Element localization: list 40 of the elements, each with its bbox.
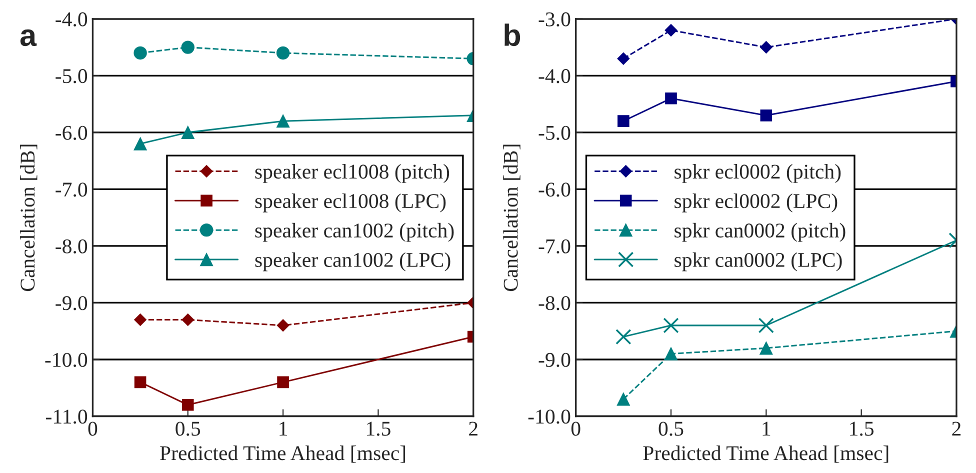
x-tick-label: 1 <box>280 422 287 436</box>
x-axis-title: Predicted Time Ahead [msec] <box>160 446 406 463</box>
x-tick-label: 0.5 <box>176 422 200 436</box>
chart-title: a <box>20 29 37 46</box>
x-tick-label: 1.5 <box>367 422 390 436</box>
y-tick-label: -11.0 <box>46 410 88 424</box>
y-tick-label: -4.0 <box>538 69 570 84</box>
legend-label: speaker ecl1008 (pitch) <box>255 164 450 183</box>
y-tick-label: -3.0 <box>538 12 570 26</box>
y-tick-label: -8.0 <box>56 239 88 254</box>
x-tick-label: 1.5 <box>850 422 874 436</box>
x-tick-label: 1 <box>762 422 770 436</box>
y-tick-label: -6.0 <box>56 126 88 140</box>
y-tick-label: -5.0 <box>538 126 570 140</box>
y-tick-label: -7.0 <box>56 182 88 197</box>
legend-label: spkr can0002 (LPC) <box>674 252 842 272</box>
y-tick-label: -10.0 <box>528 410 570 424</box>
x-tick-label: 0 <box>88 422 98 436</box>
x-tick-label: 0.5 <box>658 422 684 436</box>
y-tick-label: -9.0 <box>56 296 88 310</box>
legend-label: spkr ecl0002 (LPC) <box>674 193 838 212</box>
y-tick-label: -5.0 <box>56 69 88 84</box>
y-tick-label: -4.0 <box>56 12 88 26</box>
chart-title: b <box>504 24 520 46</box>
x-tick-label: 2 <box>469 422 478 436</box>
legend-label: spkr ecl0002 (pitch) <box>674 164 841 183</box>
legend-label: speaker ecl1008 (LPC) <box>255 193 446 212</box>
y-axis-title: Cancellation [dB] <box>503 144 520 292</box>
y-tick-label: -9.0 <box>538 352 570 368</box>
legend-label: speaker can1002 (LPC) <box>255 252 450 272</box>
y-tick-label: -7.0 <box>538 239 570 254</box>
x-tick-label: 2 <box>952 422 961 436</box>
y-axis-title: Cancellation [dB] <box>20 144 38 292</box>
legend-label: speaker can1002 (pitch) <box>255 222 454 242</box>
y-tick-label: -8.0 <box>538 296 570 310</box>
x-axis-title: Predicted Time Ahead [msec] <box>643 446 888 463</box>
legend-label: spkr can0002 (pitch) <box>674 222 846 242</box>
y-tick-label: -10.0 <box>45 352 88 368</box>
x-tick-label: 0 <box>571 422 580 436</box>
y-tick-label: -6.0 <box>538 182 570 197</box>
